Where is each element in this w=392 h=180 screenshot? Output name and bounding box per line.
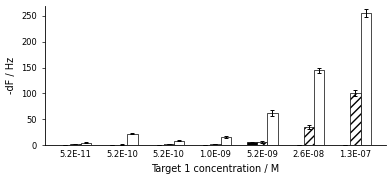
- Bar: [174, 141, 184, 145]
- Y-axis label: -dF / Hz: -dF / Hz: [5, 57, 16, 94]
- Bar: [361, 13, 371, 145]
- Bar: [304, 127, 314, 145]
- Bar: [267, 113, 278, 145]
- Bar: [221, 137, 231, 145]
- Bar: [164, 144, 174, 145]
- Bar: [211, 144, 221, 145]
- Bar: [350, 93, 361, 145]
- Bar: [314, 70, 324, 145]
- Bar: [257, 142, 267, 145]
- Bar: [70, 144, 81, 145]
- Bar: [81, 143, 91, 145]
- Bar: [247, 142, 257, 145]
- Bar: [127, 134, 138, 145]
- X-axis label: Target 1 concentration / M: Target 1 concentration / M: [151, 165, 279, 174]
